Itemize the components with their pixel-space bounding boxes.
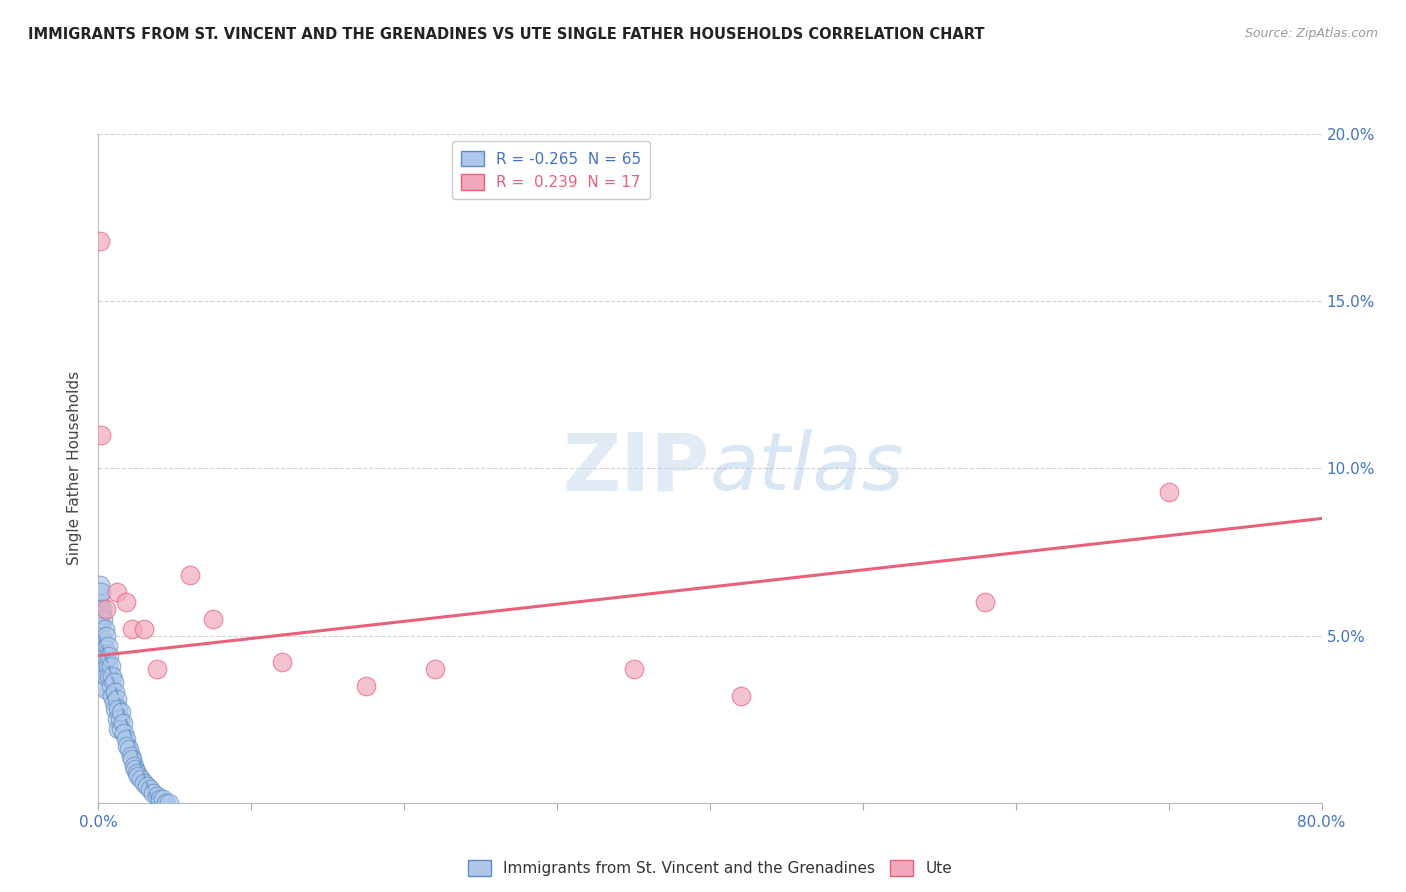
Point (89, 618, 111, 632)
Point (103, 675, 125, 690)
Point (145, 789, 167, 803)
Point (124, 762, 146, 776)
Point (94, 669, 117, 683)
Point (730, 689, 752, 703)
Point (974, 595, 997, 609)
Point (139, 782, 162, 797)
Point (89, 635, 111, 649)
Point (93, 642, 115, 657)
Point (93, 681, 115, 696)
Point (101, 689, 124, 703)
Point (91, 658, 114, 673)
Point (270, 655, 292, 669)
Point (105, 712, 128, 726)
Y-axis label: Single Father Households: Single Father Households (67, 371, 83, 566)
Point (98, 669, 121, 683)
Point (93, 662, 115, 676)
Point (115, 595, 138, 609)
Point (97, 658, 120, 673)
Point (98, 648, 121, 663)
Point (89, 652, 111, 666)
Point (142, 786, 165, 800)
Point (125, 765, 148, 780)
Point (155, 796, 177, 810)
Point (89, 234, 111, 248)
Point (107, 702, 129, 716)
Point (202, 612, 225, 626)
Point (89, 612, 111, 626)
Point (94, 648, 117, 663)
Point (89, 578, 111, 592)
Point (120, 749, 142, 764)
Text: atlas: atlas (710, 429, 905, 508)
Point (107, 723, 129, 737)
Point (94, 602, 117, 616)
Point (97, 639, 120, 653)
Point (108, 712, 131, 726)
Point (89, 589, 111, 603)
Point (103, 696, 125, 710)
Text: ZIP: ZIP (562, 429, 710, 508)
Point (94, 628, 117, 642)
Point (121, 622, 143, 636)
Point (89, 595, 111, 609)
Point (90, 608, 112, 623)
Point (90, 585, 112, 599)
Point (90, 632, 112, 646)
Point (111, 715, 134, 730)
Point (91, 602, 114, 616)
Point (127, 769, 149, 783)
Point (152, 792, 174, 806)
Point (104, 702, 127, 716)
Point (149, 792, 172, 806)
Point (157, 796, 180, 810)
Point (91, 635, 114, 649)
Point (91, 679, 114, 693)
Point (354, 679, 377, 693)
Point (90, 655, 112, 669)
Point (423, 662, 446, 676)
Point (118, 742, 141, 756)
Point (136, 779, 159, 793)
Point (89, 602, 111, 616)
Point (100, 679, 122, 693)
Text: IMMIGRANTS FROM ST. VINCENT AND THE GRENADINES VS UTE SINGLE FATHER HOUSEHOLDS C: IMMIGRANTS FROM ST. VINCENT AND THE GREN… (28, 27, 984, 42)
Point (179, 568, 201, 582)
Point (100, 658, 122, 673)
Point (93, 622, 115, 636)
Point (129, 772, 152, 787)
Point (122, 759, 145, 773)
Legend: Immigrants from St. Vincent and the Grenadines, Ute: Immigrants from St. Vincent and the Gren… (461, 854, 959, 882)
Point (104, 685, 127, 699)
Point (90, 628, 112, 642)
Point (91, 612, 114, 626)
Point (1157, 484, 1180, 499)
Point (110, 706, 132, 720)
Point (145, 662, 167, 676)
Point (623, 662, 645, 676)
Point (105, 692, 128, 706)
Point (110, 723, 132, 737)
Point (117, 739, 139, 753)
Point (101, 669, 124, 683)
Text: Source: ZipAtlas.com: Source: ZipAtlas.com (1244, 27, 1378, 40)
Point (115, 732, 138, 747)
Point (90, 428, 112, 442)
Point (105, 585, 128, 599)
Point (134, 775, 156, 790)
Point (121, 752, 143, 766)
Point (112, 725, 135, 739)
Point (134, 622, 156, 636)
